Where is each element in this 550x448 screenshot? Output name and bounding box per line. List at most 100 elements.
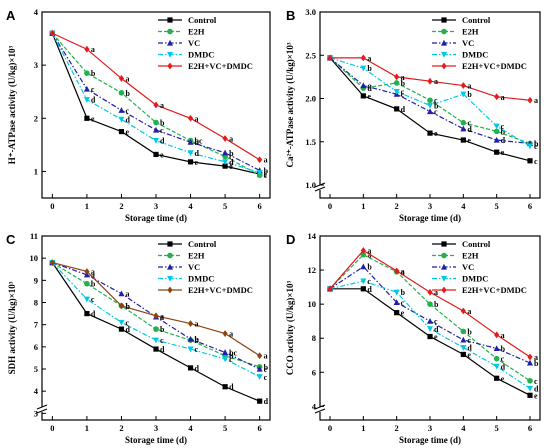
data-point — [360, 247, 366, 254]
data-point — [257, 398, 263, 404]
data-point — [153, 138, 159, 144]
significance-label: a — [125, 290, 129, 299]
significance-label: a — [534, 96, 538, 105]
significance-label: b — [229, 352, 234, 361]
y-tick-label: 4 — [34, 7, 39, 17]
significance-label: a — [467, 82, 471, 91]
x-axis-title: Storage time (d) — [125, 213, 187, 223]
legend-label: E2H+VC+DMDC — [188, 61, 253, 71]
significance-label: c — [434, 96, 438, 105]
data-point — [84, 310, 90, 317]
significance-label: c — [534, 142, 538, 151]
data-point — [49, 259, 55, 267]
series-e2h-vc-dmdc: a a a a a a — [327, 54, 538, 105]
data-point — [222, 384, 228, 390]
significance-label: b — [467, 90, 472, 99]
data-point — [493, 128, 500, 135]
significance-label: a — [91, 267, 95, 276]
significance-label: e — [434, 129, 438, 138]
data-point — [527, 385, 533, 392]
data-point — [49, 29, 55, 37]
significance-label: e — [195, 158, 199, 167]
legend-label: Control — [462, 15, 491, 25]
x-tick-label: 4 — [461, 423, 466, 433]
legend-label: E2H+VC+DMDC — [462, 285, 527, 295]
panel-letter: C — [6, 232, 16, 247]
significance-label: c — [195, 345, 199, 354]
significance-label: b — [434, 300, 439, 309]
significance-label: b — [264, 166, 269, 175]
data-point — [427, 288, 433, 296]
significance-label: a — [229, 134, 233, 143]
significance-label: b — [195, 138, 200, 147]
data-point — [427, 301, 433, 307]
axis-break-mark — [314, 408, 326, 414]
data-point — [427, 130, 433, 136]
data-point — [187, 365, 194, 371]
significance-label: b — [534, 139, 539, 148]
significance-label: b — [367, 263, 372, 272]
axis-break-mark — [36, 404, 48, 410]
significance-label: d — [195, 149, 200, 158]
significance-label: d — [160, 137, 165, 146]
y-tick-label: 2.5 — [305, 50, 316, 60]
significance-label: c — [534, 377, 538, 386]
chart-panel-c: C 0 1 2 3 4 5 6 3 4 5 6 7 8 9 10 11 Storage time (d) SDH a… — [6, 231, 271, 445]
data-point — [153, 312, 159, 320]
data-point — [527, 158, 533, 164]
legend-label: VC — [188, 38, 200, 48]
significance-label: d — [401, 105, 406, 114]
panel-letter: A — [6, 8, 16, 23]
data-point — [360, 251, 367, 258]
legend-label: DMDC — [462, 274, 488, 284]
y-tick-label: 6 — [34, 342, 38, 352]
significance-label: b — [367, 64, 372, 73]
significance-label: c — [434, 317, 438, 326]
data-point — [493, 345, 500, 352]
x-axis-title: Storage time (d) — [399, 213, 461, 223]
significance-label: a — [91, 271, 95, 280]
x-tick-label: 3 — [428, 423, 432, 433]
x-tick-label: 4 — [188, 201, 193, 211]
significance-label: a — [264, 156, 268, 165]
data-point — [222, 135, 228, 142]
data-point — [460, 336, 467, 343]
legend-label: VC — [188, 262, 200, 272]
data-point — [493, 363, 500, 370]
data-point — [460, 125, 467, 132]
significance-label: e — [467, 350, 471, 359]
data-point — [527, 96, 533, 104]
data-point — [427, 108, 433, 115]
significance-label: c — [401, 88, 405, 97]
legend-label: Control — [188, 239, 217, 249]
data-point — [460, 328, 467, 335]
x-tick-label: 2 — [395, 201, 399, 211]
data-point — [187, 139, 194, 145]
data-point — [360, 82, 367, 89]
x-tick-label: 3 — [428, 201, 432, 211]
significance-label: e — [125, 128, 129, 137]
x-tick-label: 4 — [188, 423, 193, 433]
data-point — [393, 289, 400, 296]
significance-label: e — [160, 150, 164, 159]
significance-label: c — [264, 171, 268, 180]
significance-label: a — [367, 246, 371, 255]
data-point — [460, 351, 466, 358]
x-tick-label: 2 — [395, 423, 399, 433]
data-point — [222, 349, 229, 355]
significance-label: a — [160, 101, 164, 110]
legend-label: VC — [462, 38, 474, 48]
significance-label: e — [501, 374, 505, 383]
panel-letter: B — [286, 8, 295, 23]
significance-label: b — [534, 359, 539, 368]
significance-label: c — [367, 277, 371, 286]
legend-marker — [167, 39, 173, 46]
data-point — [494, 149, 500, 155]
legend-label: E2H — [188, 27, 205, 37]
